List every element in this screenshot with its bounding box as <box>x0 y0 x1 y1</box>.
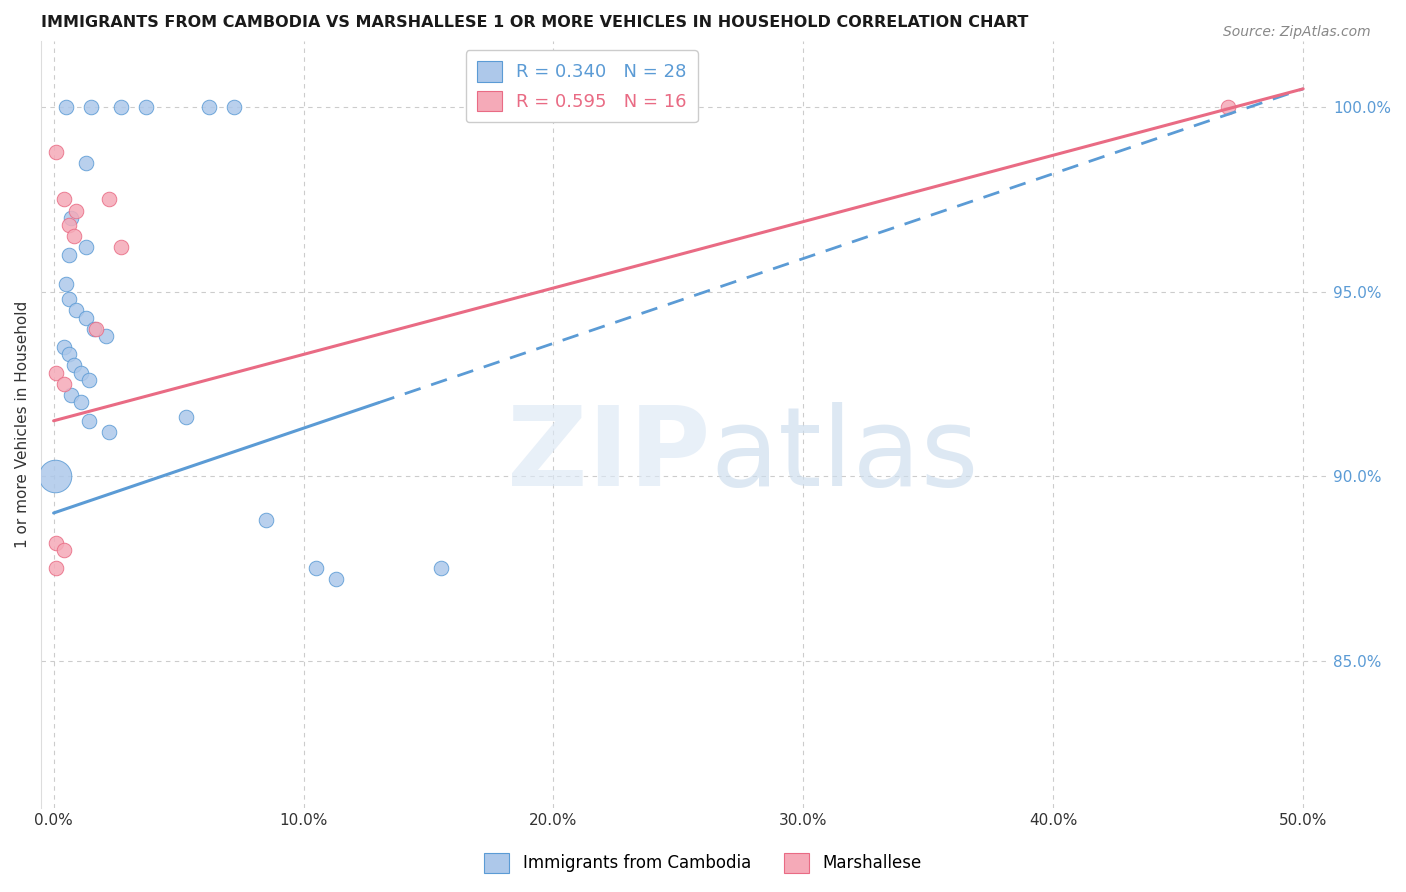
Point <box>80 100 103 114</box>
Point <box>45 561 67 575</box>
Point <box>110 100 132 114</box>
Point <box>75 240 97 254</box>
Point <box>55 277 77 292</box>
Point <box>305 561 328 575</box>
Point <box>325 573 347 587</box>
Point <box>197 100 219 114</box>
Text: Source: ZipAtlas.com: Source: ZipAtlas.com <box>1223 25 1371 39</box>
Point <box>52 542 75 557</box>
Point <box>97 193 120 207</box>
Point <box>84 321 107 335</box>
Point <box>77 373 100 387</box>
Point <box>52 376 75 391</box>
Text: ZIP: ZIP <box>508 401 710 508</box>
Point <box>58 347 80 361</box>
Point <box>52 193 75 207</box>
Point <box>60 211 83 225</box>
Legend: R = 0.340   N = 28, R = 0.595   N = 16: R = 0.340 N = 28, R = 0.595 N = 16 <box>465 50 697 122</box>
Point <box>52 340 75 354</box>
Point <box>110 240 132 254</box>
Point <box>97 425 120 439</box>
Legend: Immigrants from Cambodia, Marshallese: Immigrants from Cambodia, Marshallese <box>478 847 928 880</box>
Point <box>45 145 67 159</box>
Point <box>58 248 80 262</box>
Point <box>77 414 100 428</box>
Point <box>45 535 67 549</box>
Point <box>55 100 77 114</box>
Point <box>94 329 117 343</box>
Point <box>58 292 80 306</box>
Point <box>70 395 93 409</box>
Point <box>75 155 97 169</box>
Point <box>1218 100 1240 114</box>
Point <box>75 310 97 325</box>
Point <box>65 203 87 218</box>
Point <box>430 561 453 575</box>
Point <box>65 303 87 318</box>
Y-axis label: 1 or more Vehicles in Household: 1 or more Vehicles in Household <box>15 301 30 548</box>
Point <box>254 513 277 527</box>
Point <box>60 388 83 402</box>
Point <box>174 410 197 425</box>
Point <box>83 321 105 335</box>
Text: atlas: atlas <box>710 401 979 508</box>
Point <box>70 366 93 380</box>
Point <box>62 359 84 373</box>
Point <box>48 856 70 871</box>
Point <box>45 366 67 380</box>
Point <box>222 100 245 114</box>
Point <box>135 100 157 114</box>
Point <box>44 469 66 483</box>
Point <box>62 229 84 244</box>
Text: IMMIGRANTS FROM CAMBODIA VS MARSHALLESE 1 OR MORE VEHICLES IN HOUSEHOLD CORRELAT: IMMIGRANTS FROM CAMBODIA VS MARSHALLESE … <box>41 15 1028 30</box>
Point <box>58 219 80 233</box>
